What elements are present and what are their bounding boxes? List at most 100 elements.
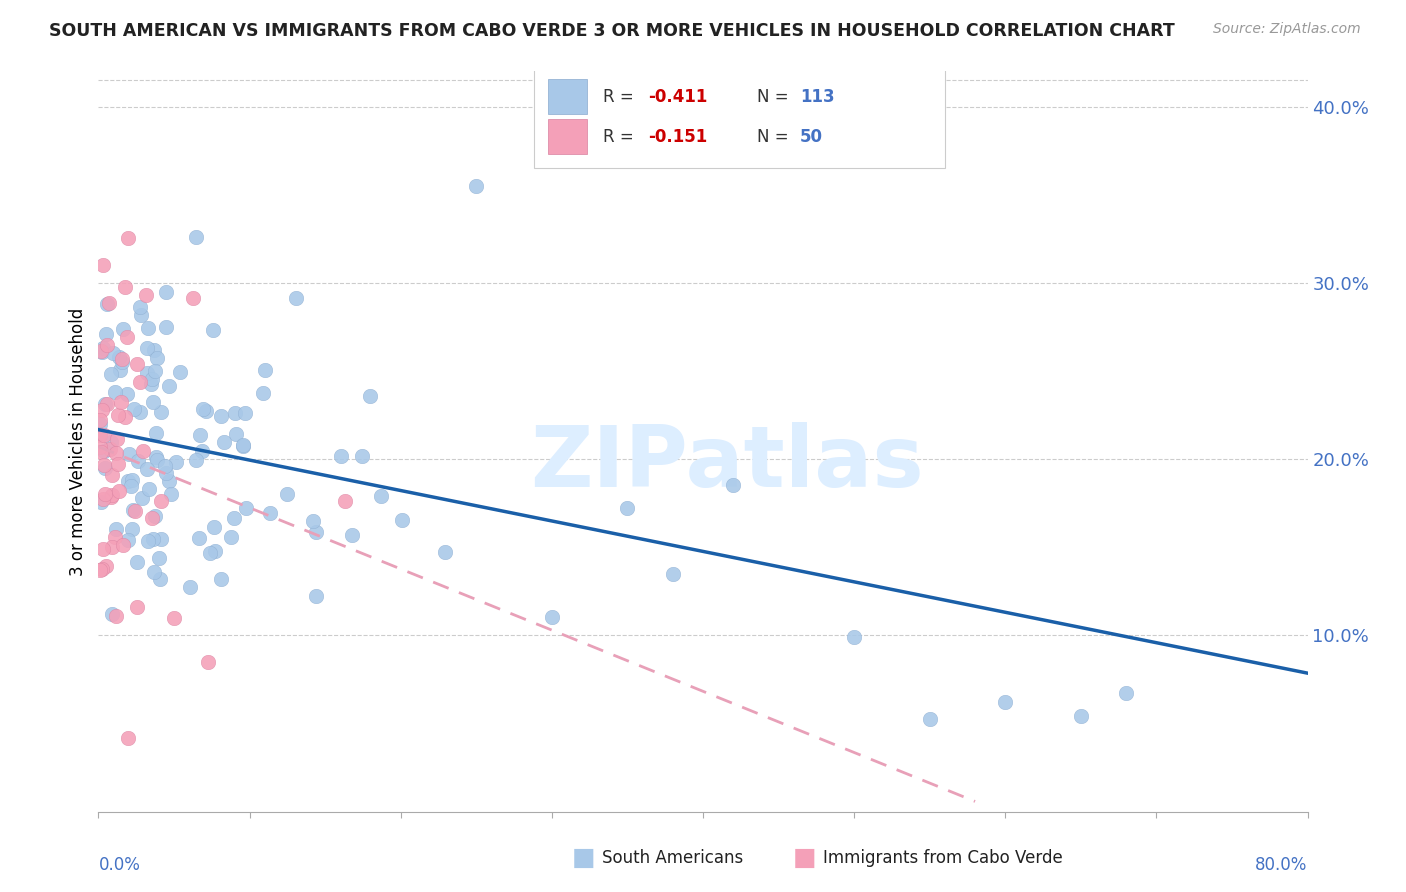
Point [149, 572, 172, 586]
Point [91, 542, 114, 557]
Point [98, 295, 121, 310]
Point [330, 449, 353, 463]
Point [136, 366, 159, 380]
Point [1070, 708, 1092, 723]
Text: 80.0%: 80.0% [1256, 856, 1308, 874]
Point [107, 458, 129, 472]
Point [141, 372, 163, 386]
Point [259, 506, 281, 520]
Text: 0.0%: 0.0% [98, 856, 141, 874]
Point [117, 533, 139, 548]
Point [179, 581, 201, 595]
Point [145, 450, 167, 465]
Text: SOUTH AMERICAN VS IMMIGRANTS FROM CABO VERDE 3 OR MORE VEHICLES IN HOUSEHOLD COR: SOUTH AMERICAN VS IMMIGRANTS FROM CABO V… [49, 22, 1175, 40]
Point [1115, 686, 1137, 700]
Point [118, 447, 141, 461]
Point [136, 321, 159, 335]
Text: Immigrants from Cabo Verde: Immigrants from Cabo Verde [823, 849, 1063, 867]
Point [142, 533, 165, 547]
Point [155, 320, 177, 334]
Point [93, 444, 115, 458]
Point [276, 487, 298, 501]
Point [93, 460, 115, 475]
Point [155, 458, 177, 473]
Point [121, 473, 143, 487]
Point [117, 731, 139, 745]
Point [918, 712, 941, 726]
Point [142, 394, 165, 409]
Text: N =: N = [758, 87, 794, 105]
Point [187, 531, 209, 545]
Text: 50: 50 [800, 128, 823, 145]
Point [100, 490, 122, 504]
FancyBboxPatch shape [548, 119, 586, 154]
Point [252, 386, 274, 401]
Point [91, 258, 114, 272]
Point [131, 491, 153, 506]
Point [107, 408, 129, 422]
Point [302, 514, 325, 528]
Point [184, 230, 207, 244]
Point [90, 445, 112, 459]
Text: ■: ■ [793, 847, 815, 870]
Point [335, 494, 357, 508]
Point [115, 387, 138, 401]
Point [145, 425, 167, 440]
Point [96, 338, 118, 352]
Point [125, 555, 148, 569]
Point [165, 455, 187, 469]
Point [101, 488, 124, 502]
Point [89, 428, 111, 442]
Text: ZIPatlas: ZIPatlas [530, 422, 924, 505]
Point [146, 452, 169, 467]
Text: 113: 113 [800, 87, 834, 105]
Point [108, 363, 131, 377]
Point [94, 559, 117, 574]
Point [101, 540, 124, 554]
Point [305, 589, 328, 603]
Point [155, 285, 177, 299]
Point [150, 532, 173, 546]
Point [235, 501, 257, 516]
Text: South Americans: South Americans [602, 849, 742, 867]
Point [111, 538, 134, 552]
Point [90, 403, 112, 417]
Text: -0.151: -0.151 [648, 128, 707, 145]
Point [91, 344, 114, 359]
Point [96, 297, 118, 311]
Point [143, 508, 166, 523]
Point [224, 406, 246, 420]
Point [159, 486, 181, 500]
Point [89, 563, 111, 577]
Point [342, 528, 364, 542]
Point [139, 376, 162, 391]
Point [146, 351, 169, 365]
Point [94, 486, 117, 500]
Point [111, 351, 134, 366]
Point [121, 522, 143, 536]
Point [105, 608, 128, 623]
Text: ■: ■ [572, 847, 595, 870]
Point [391, 513, 413, 527]
Text: R =: R = [603, 128, 638, 145]
Point [90, 562, 112, 576]
Point [96, 397, 118, 411]
Point [214, 434, 236, 449]
Point [94, 397, 117, 411]
Point [233, 406, 256, 420]
Point [110, 395, 132, 409]
Point [155, 467, 177, 481]
Point [201, 323, 224, 337]
Text: Source: ZipAtlas.com: Source: ZipAtlas.com [1213, 22, 1361, 37]
Text: N =: N = [758, 128, 794, 145]
Point [100, 607, 122, 621]
Point [191, 401, 214, 416]
Point [111, 355, 134, 369]
Point [136, 341, 159, 355]
Point [163, 611, 186, 625]
Point [125, 357, 148, 371]
Point [115, 330, 138, 344]
Point [616, 500, 638, 515]
Text: -0.411: -0.411 [648, 87, 709, 105]
Point [994, 695, 1017, 709]
